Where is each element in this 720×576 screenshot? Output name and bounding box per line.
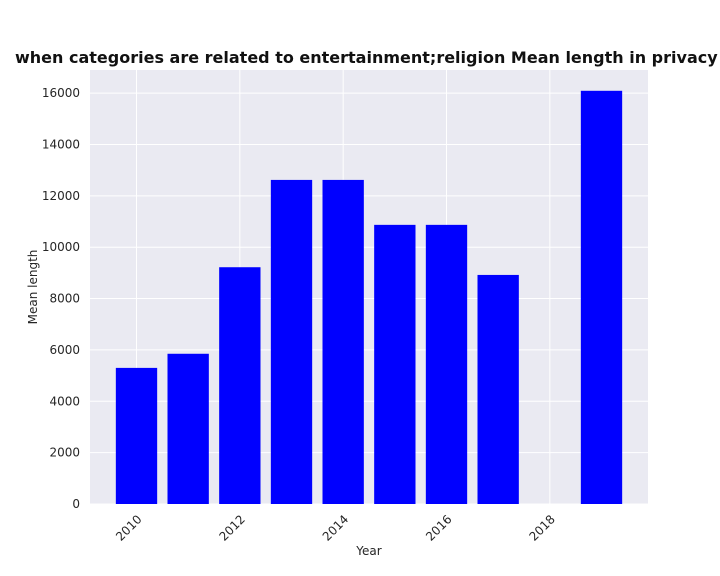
y-tick-label: 8000 xyxy=(49,292,80,306)
bar-2016 xyxy=(425,224,468,504)
x-axis-label: Year xyxy=(355,544,381,558)
bar-2017 xyxy=(477,274,519,504)
x-tick-label: 2016 xyxy=(423,512,454,543)
bar-2019 xyxy=(580,90,623,505)
y-tick-label: 10000 xyxy=(42,240,80,254)
y-tick-label: 6000 xyxy=(49,343,80,357)
bar-2015 xyxy=(374,224,416,504)
bar-2011 xyxy=(167,353,209,504)
y-axis-label: Mean length xyxy=(26,250,40,325)
bars xyxy=(115,90,623,505)
x-tick-label: 2012 xyxy=(216,512,247,543)
bar-2013 xyxy=(270,179,313,505)
x-tick-label: 2018 xyxy=(526,512,557,543)
y-axis-ticks: 0 2000 4000 6000 8000 10000 12000 14000 16000 xyxy=(42,86,80,511)
y-tick-label: 14000 xyxy=(42,137,80,151)
x-tick-label: 2010 xyxy=(113,512,144,543)
y-tick-label: 16000 xyxy=(42,86,80,100)
y-tick-label: 2000 xyxy=(49,446,80,460)
bar-2014 xyxy=(322,179,364,505)
y-tick-label: 4000 xyxy=(49,394,80,408)
x-tick-label: 2014 xyxy=(320,512,351,543)
chart-title: when categories are related to entertain… xyxy=(15,48,720,67)
y-tick-label: 0 xyxy=(72,497,80,511)
y-tick-label: 12000 xyxy=(42,189,80,203)
x-axis-ticks: 2010 2012 2014 2016 2018 xyxy=(113,512,558,543)
bar-2010 xyxy=(115,367,158,504)
bar-2012 xyxy=(219,267,261,504)
